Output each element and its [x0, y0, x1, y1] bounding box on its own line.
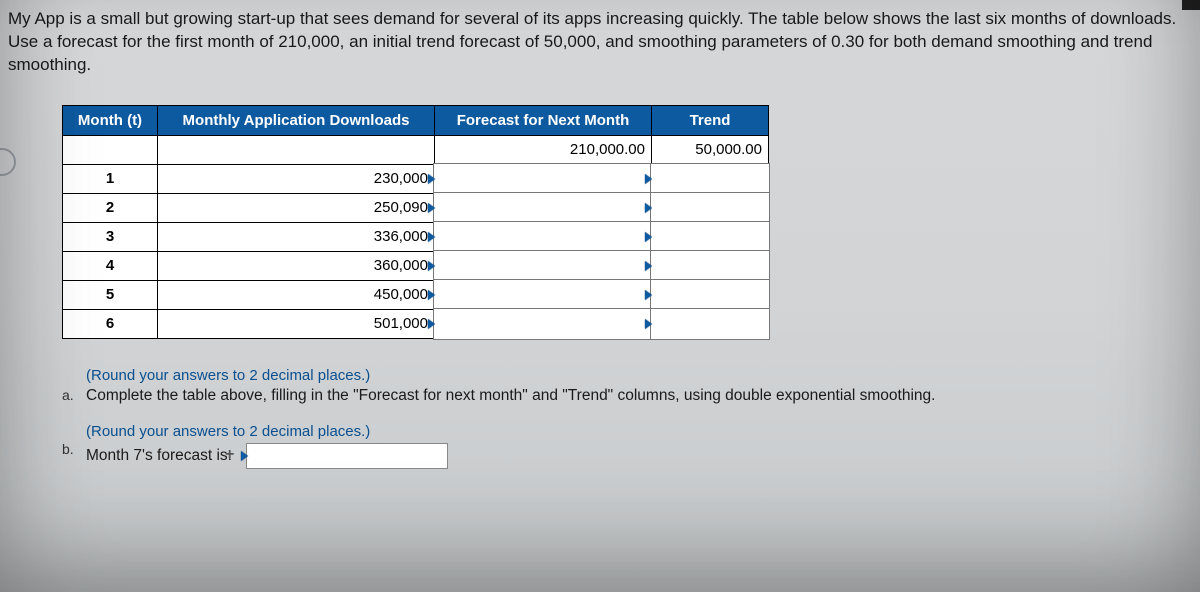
page-edge-decoration	[0, 140, 14, 180]
forecast-input[interactable]	[433, 279, 653, 311]
forecast-input-cell[interactable]	[435, 222, 652, 251]
table-row: 6 501,000	[63, 309, 769, 338]
triangle-marker-icon	[645, 319, 652, 329]
forecast-input-cell[interactable]	[435, 309, 652, 338]
trend-input-cell[interactable]	[652, 164, 769, 193]
table-row: 5 450,000	[63, 280, 769, 309]
month-cell: 5	[63, 280, 158, 309]
part-b-line: Month 7's forecast is: +	[86, 443, 1200, 469]
trend-input[interactable]	[650, 221, 770, 253]
initial-downloads-cell	[158, 135, 435, 164]
part-a-body: (Round your answers to 2 decimal places.…	[86, 367, 1200, 405]
month7-forecast-input[interactable]: +	[246, 443, 448, 469]
trend-input-cell[interactable]	[652, 280, 769, 309]
table-row: 4 360,000	[63, 251, 769, 280]
trend-input[interactable]	[650, 308, 770, 340]
initial-forecast-cell: 210,000.00	[435, 135, 652, 164]
table-body: 210,000.00 50,000.00 1 230,000 2 250,090	[63, 135, 769, 338]
initial-trend-cell: 50,000.00	[652, 135, 769, 164]
part-a-label: a.	[62, 367, 86, 403]
trend-input-cell[interactable]	[652, 222, 769, 251]
initial-row: 210,000.00 50,000.00	[63, 135, 769, 164]
trend-input[interactable]	[650, 163, 770, 195]
part-b-body: (Round your answers to 2 decimal places.…	[86, 423, 1200, 469]
instructions-block: a. (Round your answers to 2 decimal plac…	[62, 367, 1200, 469]
initial-month-cell	[63, 135, 158, 164]
forecast-input-cell[interactable]	[435, 251, 652, 280]
month-cell: 3	[63, 222, 158, 251]
month-cell: 4	[63, 251, 158, 280]
triangle-marker-icon	[428, 261, 435, 271]
forecast-input[interactable]	[433, 250, 653, 282]
downloads-table: Month (t) Monthly Application Downloads …	[62, 105, 769, 339]
part-b-text: Month 7's forecast is:	[86, 447, 232, 465]
part-b-label: b.	[62, 423, 86, 457]
downloads-cell: 501,000	[158, 309, 435, 338]
content-area: Month (t) Monthly Application Downloads …	[62, 105, 1200, 469]
triangle-marker-icon	[428, 319, 435, 329]
triangle-marker-icon	[645, 203, 652, 213]
th-month: Month (t)	[63, 105, 158, 135]
trend-input[interactable]	[650, 250, 770, 282]
downloads-cell: 250,090	[158, 193, 435, 222]
part-b-row: b. (Round your answers to 2 decimal plac…	[62, 423, 1200, 469]
trend-input[interactable]	[650, 192, 770, 224]
triangle-marker-icon	[428, 174, 435, 184]
forecast-input[interactable]	[433, 163, 653, 195]
question-screen: My App is a small but growing start-up t…	[0, 0, 1200, 592]
problem-intro-text: My App is a small but growing start-up t…	[0, 0, 1200, 77]
table-row: 3 336,000	[63, 222, 769, 251]
forecast-input-cell[interactable]	[435, 164, 652, 193]
month-cell: 1	[63, 164, 158, 193]
triangle-marker-icon	[645, 232, 652, 242]
part-a-row: a. (Round your answers to 2 decimal plac…	[62, 367, 1200, 405]
triangle-marker-icon	[428, 290, 435, 300]
triangle-marker-icon	[428, 232, 435, 242]
rounding-hint: (Round your answers to 2 decimal places.…	[86, 423, 1200, 440]
forecast-input[interactable]	[433, 192, 653, 224]
forecast-input[interactable]	[433, 308, 653, 340]
th-trend: Trend	[652, 105, 769, 135]
triangle-marker-icon	[645, 174, 652, 184]
trend-input-cell[interactable]	[652, 193, 769, 222]
trend-input-cell[interactable]	[652, 251, 769, 280]
trend-input-cell[interactable]	[652, 309, 769, 338]
plus-icon: +	[225, 446, 234, 464]
table-row: 1 230,000	[63, 164, 769, 193]
downloads-cell: 230,000	[158, 164, 435, 193]
forecast-input-cell[interactable]	[435, 193, 652, 222]
table-row: 2 250,090	[63, 193, 769, 222]
triangle-marker-icon	[645, 261, 652, 271]
triangle-marker-icon	[428, 203, 435, 213]
triangle-marker-icon	[241, 451, 248, 461]
downloads-cell: 450,000	[158, 280, 435, 309]
forecast-input-cell[interactable]	[435, 280, 652, 309]
part-a-text: Complete the table above, filling in the…	[86, 387, 1200, 405]
month-cell: 6	[63, 309, 158, 338]
downloads-cell: 360,000	[158, 251, 435, 280]
rounding-hint: (Round your answers to 2 decimal places.…	[86, 367, 1200, 384]
month-cell: 2	[63, 193, 158, 222]
downloads-cell: 336,000	[158, 222, 435, 251]
forecast-input[interactable]	[433, 221, 653, 253]
triangle-marker-icon	[645, 290, 652, 300]
corner-decoration	[1182, 0, 1200, 10]
th-forecast: Forecast for Next Month	[435, 105, 652, 135]
th-downloads: Monthly Application Downloads	[158, 105, 435, 135]
trend-input[interactable]	[650, 279, 770, 311]
